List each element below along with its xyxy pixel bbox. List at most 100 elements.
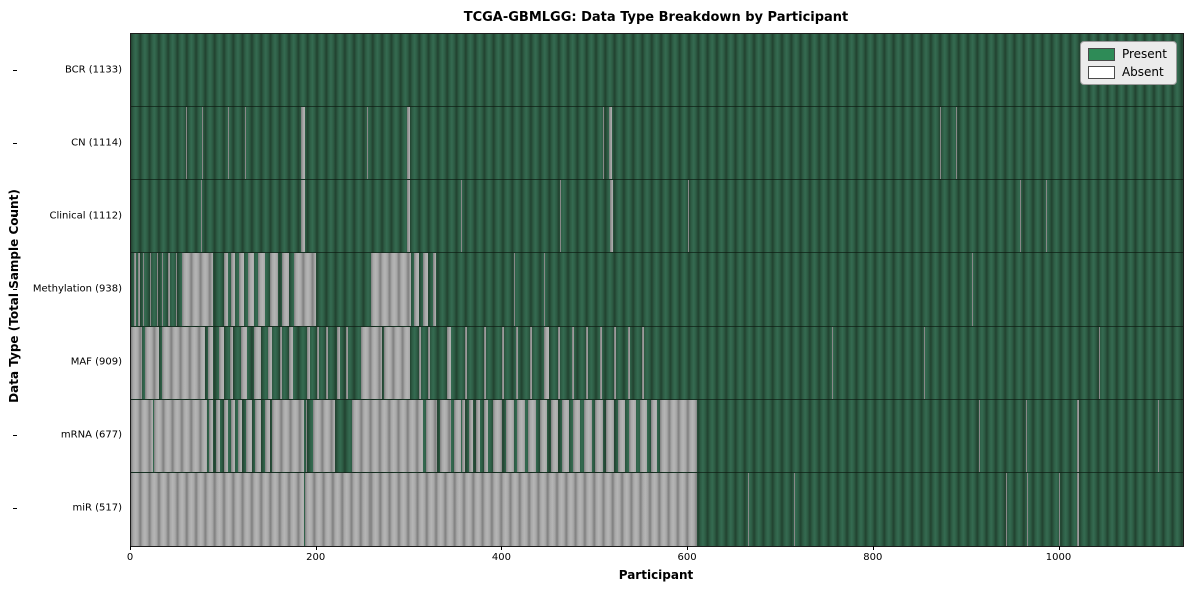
absent-segment xyxy=(454,399,461,472)
absent-segment xyxy=(544,253,546,326)
absent-segment xyxy=(650,399,657,472)
absent-segment xyxy=(955,107,957,180)
absent-segment xyxy=(168,253,170,326)
absent-segment xyxy=(423,253,429,326)
absent-segment xyxy=(230,326,234,399)
legend-entry-present: Present xyxy=(1087,47,1167,61)
legend: Present Absent xyxy=(1079,41,1177,85)
absent-segment xyxy=(978,399,980,472)
absent-segment xyxy=(245,107,247,180)
y-tick-label-cn: CN (1114) xyxy=(71,137,122,149)
absent-segment xyxy=(550,399,559,472)
absent-segment xyxy=(1157,399,1159,472)
absent-segment xyxy=(418,326,421,399)
absent-segment xyxy=(660,399,698,472)
y-tick-mark xyxy=(13,435,17,437)
absent-segment xyxy=(208,326,213,399)
legend-label-absent: Absent xyxy=(1121,65,1164,79)
absent-segment xyxy=(223,399,228,472)
absent-segment xyxy=(131,472,304,546)
absent-segment xyxy=(602,107,604,180)
absent-segment xyxy=(599,326,602,399)
y-tick-label-methylation: Methylation (938) xyxy=(32,283,122,295)
chart-title: TCGA-GBMLGG: Data Type Breakdown by Part… xyxy=(463,10,849,25)
absent-segment xyxy=(923,326,925,399)
absent-segment xyxy=(483,326,486,399)
x-tick-label-200: 200 xyxy=(306,552,326,563)
row-mir xyxy=(131,472,1183,546)
legend-entry-absent: Absent xyxy=(1087,65,1167,79)
absent-segment xyxy=(161,253,163,326)
absent-segment xyxy=(595,399,603,472)
absent-segment xyxy=(161,326,206,399)
present-swatch xyxy=(1087,47,1115,61)
absent-segment xyxy=(1099,326,1101,399)
x-tick-mark xyxy=(315,546,317,550)
absent-segment xyxy=(255,399,261,472)
y-tick-mark xyxy=(13,142,17,144)
x-tick-label-400: 400 xyxy=(491,552,511,563)
absent-segment xyxy=(300,180,305,253)
absent-segment xyxy=(539,399,547,472)
absent-segment xyxy=(185,107,187,180)
absent-segment xyxy=(208,399,213,472)
absent-segment xyxy=(1045,180,1047,253)
absent-segment xyxy=(465,326,468,399)
row-methylation xyxy=(131,253,1183,327)
absent-segment xyxy=(1026,399,1028,472)
absent-segment xyxy=(446,326,452,399)
absent-segment xyxy=(572,399,581,472)
absent-segment xyxy=(584,399,592,472)
absent-segment xyxy=(939,107,941,180)
absent-segment xyxy=(143,253,145,326)
x-tick-mark xyxy=(687,546,689,550)
absent-segment xyxy=(264,399,271,472)
x-tick-label-1000: 1000 xyxy=(1045,552,1072,563)
absent-segment xyxy=(585,326,588,399)
absent-segment xyxy=(432,253,436,326)
absent-segment xyxy=(461,399,466,472)
absent-segment xyxy=(316,326,320,399)
y-tick-mark xyxy=(13,215,17,217)
absent-segment xyxy=(517,399,525,472)
x-tick-mark xyxy=(130,546,131,550)
absent-segment xyxy=(371,253,412,326)
absent-segment xyxy=(238,253,245,326)
absent-segment xyxy=(460,180,462,253)
absent-segment xyxy=(606,399,614,472)
absent-segment xyxy=(559,180,561,253)
absent-segment xyxy=(1058,472,1060,546)
absent-segment xyxy=(483,399,488,472)
row-bcr xyxy=(131,34,1183,108)
absent-segment xyxy=(406,180,411,253)
absent-segment xyxy=(972,253,974,326)
absent-segment xyxy=(516,326,519,399)
absent-segment xyxy=(246,399,252,472)
y-tick-mark xyxy=(13,362,17,364)
absent-segment xyxy=(371,472,698,546)
absent-segment xyxy=(613,326,616,399)
absent-swatch xyxy=(1087,65,1115,79)
row-maf xyxy=(131,326,1183,400)
absent-segment xyxy=(270,253,278,326)
absent-segment xyxy=(793,472,795,546)
absent-segment xyxy=(406,107,411,180)
absent-segment xyxy=(149,253,152,326)
x-tick-mark xyxy=(501,546,503,550)
y-tick-label-bcr: BCR (1133) xyxy=(64,64,122,76)
absent-segment xyxy=(307,326,311,399)
absent-segment xyxy=(131,399,154,472)
absent-segment xyxy=(231,253,235,326)
absent-segment xyxy=(138,253,141,326)
absent-segment xyxy=(182,253,213,326)
absent-segment xyxy=(426,399,438,472)
absent-segment xyxy=(639,399,648,472)
absent-segment xyxy=(747,472,749,546)
absent-segment xyxy=(254,326,261,399)
absent-segment xyxy=(279,326,283,399)
absent-segment xyxy=(1077,399,1079,472)
absent-segment xyxy=(561,399,570,472)
absent-segment xyxy=(219,326,224,399)
absent-segment xyxy=(175,253,178,326)
